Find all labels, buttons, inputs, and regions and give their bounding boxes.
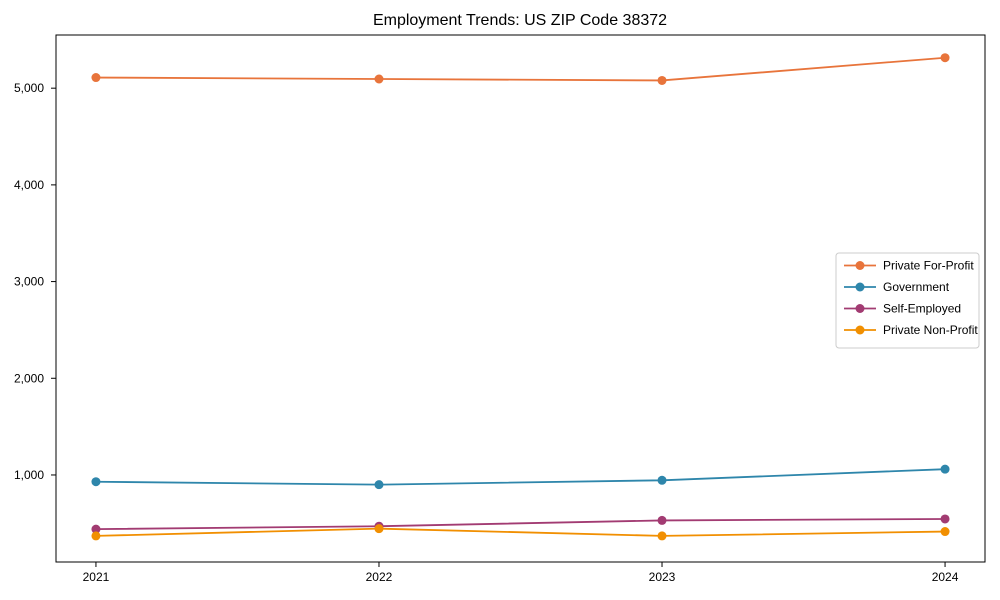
data-point-marker [940,514,950,524]
legend-box [835,252,980,349]
y-tick-label: 5,000 [14,81,44,95]
legend-label: Government [883,280,950,294]
legend-marker [855,325,865,335]
legend-marker [855,304,865,313]
data-point-marker [657,475,667,485]
data-point-marker [657,515,667,525]
data-point-marker [91,531,101,541]
data-point-marker [91,524,101,534]
legend-marker [855,282,865,292]
x-tick-label: 2021 [83,570,110,584]
data-point-marker [940,53,950,63]
data-point-marker [374,524,384,534]
series-private-for-profit [91,53,950,85]
data-point-marker [940,464,950,474]
series-line [95,468,946,486]
series-government [91,464,950,490]
data-point-marker [374,74,384,84]
x-tick-label: 2024 [932,570,959,584]
data-point-marker [657,75,667,85]
legend-label: Private Non-Profit [883,323,978,337]
x-tick-label: 2023 [649,570,676,584]
chart-title: Employment Trends: US ZIP Code 38372 [373,12,667,29]
data-point-marker [91,73,101,83]
legend-label: Private For-Profit [883,259,974,273]
legend-label: Self-Employed [883,302,961,316]
series-line [95,518,946,531]
plot-border [55,34,986,563]
y-tick-label: 3,000 [14,275,44,289]
y-tick-label: 1,000 [14,468,44,482]
data-point-marker [374,480,384,490]
data-point-marker [657,531,667,541]
series-line [95,56,946,82]
legend: Private For-Profit Government Self-Employe… [835,252,980,349]
series-private-non-profit [91,524,950,541]
series-line [95,527,946,537]
legend-item: Private For-Profit [844,259,974,273]
series-self-employed [91,514,950,534]
y-tick-label: 4,000 [14,178,44,192]
x-tick-label: 2022 [366,570,393,584]
data-point-marker [91,477,101,487]
legend-item: Government [844,280,950,294]
data-point-marker [940,527,950,537]
legend-item: Private Non-Profit [844,323,978,337]
legend-marker [855,261,865,270]
y-tick-label: 2,000 [14,371,44,385]
legend-item: Self-Employed [844,302,961,316]
